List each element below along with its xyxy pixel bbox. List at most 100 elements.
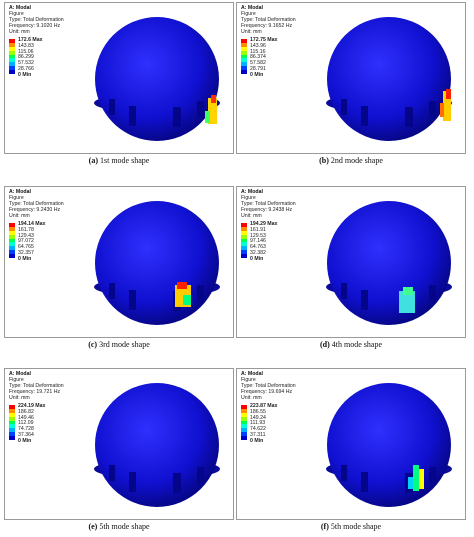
legend-label: 172.6 Max (18, 37, 43, 43)
legend-swatch (9, 250, 15, 254)
info-title: A: Modal (241, 189, 263, 195)
sphere-support (129, 106, 136, 126)
legend-swatch (9, 223, 15, 227)
panel-caption: (d) 4th mode shape (236, 340, 466, 349)
legend-label: 97.146 (250, 238, 266, 245)
deformed-sphere-render (94, 201, 220, 325)
info-line2: Type: Total Deformation (9, 201, 64, 207)
sphere-support (197, 101, 204, 117)
mode-panel: A: Modal Figure Type: Total Deformation Fre… (4, 2, 234, 170)
info-line1: Figure (241, 11, 256, 17)
info-line3: Frequency: 9.2438 Hz (241, 207, 293, 213)
legend-label: 149.24 (250, 414, 266, 421)
legend-color-bar (9, 223, 15, 258)
sphere-support (109, 99, 115, 115)
info-line3: Frequency: 19.721 Hz (9, 389, 61, 395)
deformed-sphere-render (94, 383, 220, 507)
sphere-support (361, 106, 368, 126)
legend-swatch (9, 408, 15, 413)
legend-label: 115.06 (18, 48, 34, 55)
info-line4: Unit: mm (241, 29, 262, 35)
result-info: A: Modal Figure Type: Total Deformation Fre… (9, 189, 64, 219)
sphere-support (361, 290, 368, 310)
legend-swatch (241, 223, 247, 227)
legend-label: 172.75 Max (250, 37, 278, 43)
legend-swatch (9, 234, 15, 239)
legend-swatch (241, 39, 247, 43)
simulation-view: A: Modal Figure Type: Total Deformation Fre… (236, 186, 466, 338)
caption-text: 5th mode shape (97, 522, 150, 531)
legend-label: 194.14 Max (18, 221, 46, 227)
legend-swatch (241, 416, 247, 421)
legend-label: 223.87 Max (250, 403, 278, 409)
panel-caption: (c) 3rd mode shape (4, 340, 234, 349)
legend-label: 64.763 (250, 244, 266, 251)
caption-text: 4th mode shape (329, 340, 382, 349)
legend-swatch (241, 62, 247, 67)
legend-swatch (241, 58, 247, 63)
sphere-support (129, 290, 136, 310)
deformation-hotspot (399, 291, 415, 313)
legend-label: 129.53 (250, 232, 266, 239)
legend-swatch (9, 62, 15, 67)
legend-swatch (9, 238, 15, 243)
legend-swatch (9, 70, 15, 74)
legend-swatch (9, 54, 15, 59)
deformation-hotspot (413, 465, 419, 491)
mode-panel: A: Modal Figure Type: Total Deformation Fre… (236, 186, 466, 354)
caption-label: (c) (88, 340, 98, 349)
caption-text: 1st mode shape (98, 156, 150, 165)
legend-swatch (241, 428, 247, 433)
deformation-hotspot (205, 111, 210, 123)
legend-label: 57.582 (250, 60, 266, 67)
info-line3: Frequency: 9.2430 Hz (9, 207, 61, 213)
legend-label: 86.374 (250, 54, 266, 61)
legend-swatch (9, 226, 15, 231)
simulation-view: A: Modal Figure Type: Total Deformation Fre… (236, 368, 466, 520)
legend-label: 86.299 (18, 54, 34, 61)
info-line1: Figure (9, 377, 24, 383)
sphere-support (405, 107, 413, 127)
legend-label: 0 Min (250, 437, 264, 444)
legend-swatch (9, 405, 15, 409)
sphere-support (129, 472, 136, 492)
legend-swatch (241, 412, 247, 417)
legend-label: 28.791 (250, 66, 266, 72)
legend-swatch (9, 42, 15, 47)
panel-caption: (f) 5th mode shape (236, 522, 466, 531)
info-line2: Type: Total Deformation (241, 383, 296, 389)
legend-label: 28.766 (18, 66, 34, 72)
legend-label: 161.91 (250, 226, 266, 233)
legend-label: 0 Min (18, 71, 32, 78)
legend-swatch (9, 39, 15, 43)
legend-color-bar (241, 39, 247, 74)
legend-swatch (241, 226, 247, 231)
legend-swatch (241, 254, 247, 258)
panel-caption: (a) 1st mode shape (4, 156, 234, 165)
legend-swatch (241, 432, 247, 436)
legend-color-bar (9, 39, 15, 74)
legend-label: 57.532 (18, 60, 34, 67)
legend-label: 194.29 Max (250, 221, 278, 227)
legend-label: 0 Min (18, 255, 32, 262)
sphere-support (429, 285, 436, 301)
sphere-support (109, 283, 115, 299)
mode-panel: A: Modal Figure Type: Total Deformation Fre… (236, 368, 466, 536)
legend-label: 37.364 (18, 432, 34, 438)
sphere-support (361, 472, 368, 492)
caption-label: (e) (88, 522, 98, 531)
info-line4: Unit: mm (9, 395, 30, 401)
legend-swatch (241, 238, 247, 243)
caption-label: (a) (88, 156, 98, 165)
legend-swatch (241, 408, 247, 413)
sphere-support (197, 467, 204, 483)
info-line1: Figure (241, 195, 256, 201)
legend-swatch (241, 42, 247, 47)
info-line3: Frequency: 19.694 Hz (241, 389, 293, 395)
deformation-hotspot (440, 103, 444, 117)
info-line4: Unit: mm (9, 213, 30, 219)
info-line4: Unit: mm (241, 213, 262, 219)
result-info: A: Modal Figure Type: Total Deformation Fre… (241, 5, 296, 35)
legend-label: 74.622 (250, 426, 266, 433)
caption-label: (b) (319, 156, 329, 165)
